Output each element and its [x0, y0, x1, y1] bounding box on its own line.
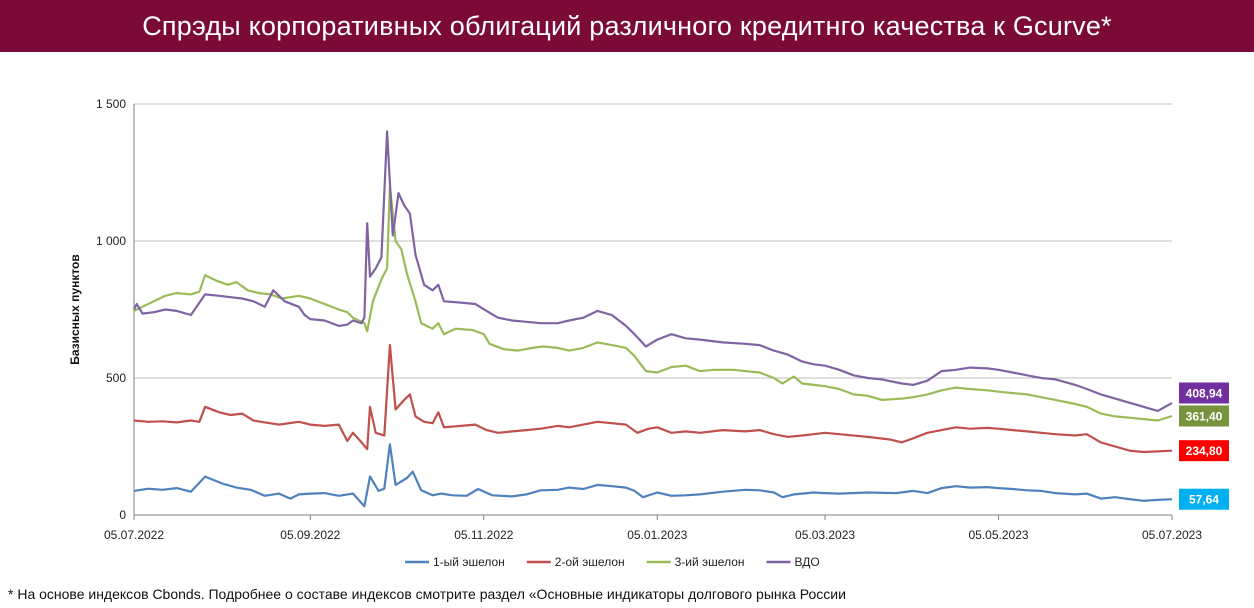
title-banner: Спрэды корпоративных облигаций различног… [0, 0, 1254, 52]
end-value-box [1179, 488, 1229, 510]
end-value-label: 408,94 [1179, 382, 1229, 404]
page-title: Спрэды корпоративных облигаций различног… [142, 10, 1112, 41]
x-tick-label: 05.07.2022 [104, 528, 164, 542]
end-value-label: 234,80 [1179, 440, 1229, 462]
legend-label: 3-ий эшелон [675, 555, 745, 569]
spread-line-chart: 0 500 1 000 1 500 05.07.2022 05.09.2022 05.11… [68, 97, 1229, 569]
legend-entry: 1-ый эшелон [405, 555, 505, 569]
end-value-box [1179, 405, 1229, 427]
end-value-text: 408,94 [1186, 386, 1223, 400]
x-tick-label: 05.05.2023 [968, 528, 1028, 542]
x-tick-label: 05.07.2023 [1142, 528, 1202, 542]
end-value-text: 57,64 [1189, 493, 1219, 507]
x-tick-label: 05.01.2023 [627, 528, 687, 542]
y-axis-label: Базисных пунктов [68, 254, 82, 365]
footnote: * На основе индексов Cbonds. Подробнее о… [8, 586, 846, 602]
y-tick-label: 0 [119, 508, 126, 522]
legend-entry: 3-ий эшелон [646, 555, 745, 569]
end-value-label: 57,64 [1179, 488, 1229, 510]
x-tick-label: 05.09.2022 [280, 528, 340, 542]
end-value-box [1179, 382, 1229, 404]
y-axis-ticks: 0 500 1 000 1 500 [96, 97, 126, 522]
series-line [133, 185, 1173, 422]
end-value-labels: 57,64 234,80 361,40 408,94 [1179, 382, 1229, 510]
series-line [133, 443, 1173, 508]
legend-entry: ВДО [766, 555, 820, 569]
gridlines [133, 103, 1172, 516]
x-tick-label: 05.03.2023 [795, 528, 855, 542]
legend-label: 1-ый эшелон [433, 555, 505, 569]
x-axis-ticks: 05.07.2022 05.09.2022 05.11.2022 05.01.2023… [104, 515, 1202, 542]
series-line [133, 344, 1173, 454]
end-value-label: 361,40 [1179, 405, 1229, 427]
y-tick-label: 1 000 [96, 234, 126, 248]
series-lines [133, 130, 1173, 508]
end-value-text: 361,40 [1186, 409, 1223, 423]
end-value-box [1179, 440, 1229, 462]
y-tick-label: 500 [106, 371, 126, 385]
legend: 1-ый эшелон 2-ой эшелон 3-ий эшелон ВДО [405, 555, 820, 569]
end-value-text: 234,80 [1186, 444, 1223, 458]
legend-entry: 2-ой эшелон [526, 555, 625, 569]
legend-label: 2-ой эшелон [555, 555, 625, 569]
legend-label: ВДО [795, 555, 820, 569]
series-line [133, 130, 1173, 412]
x-tick-label: 05.11.2022 [454, 528, 513, 542]
y-tick-label: 1 500 [96, 97, 126, 111]
